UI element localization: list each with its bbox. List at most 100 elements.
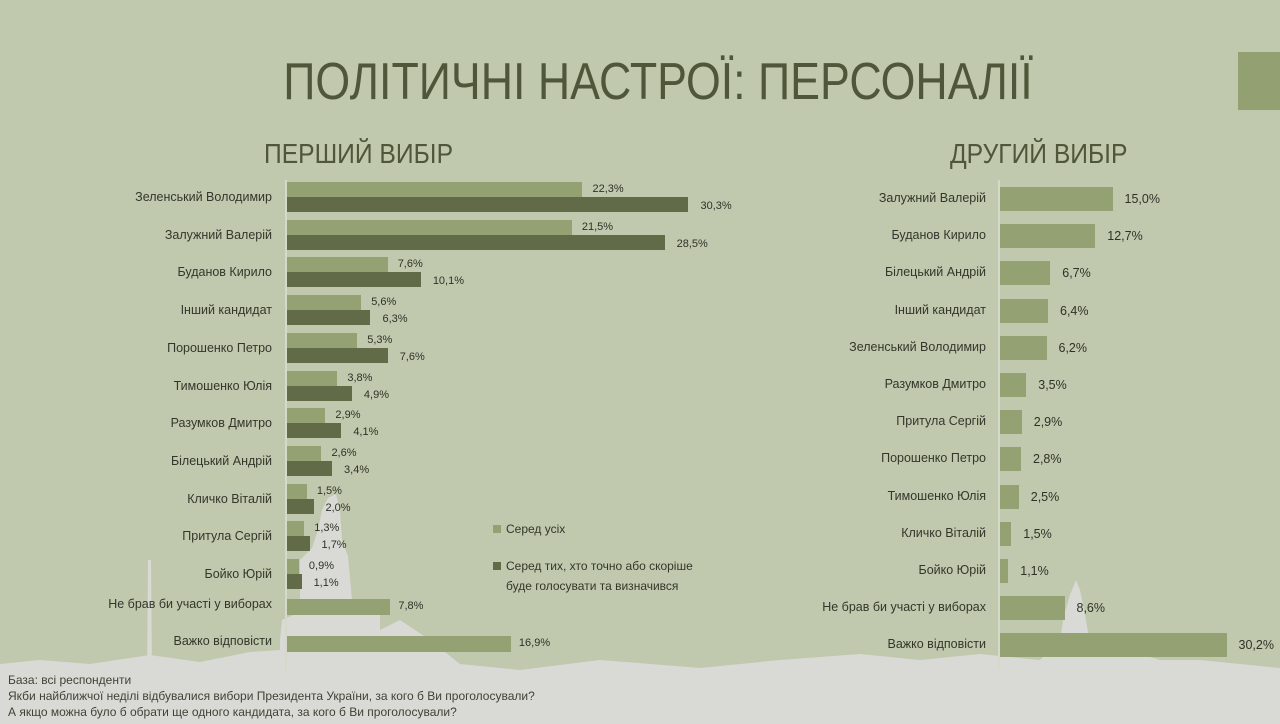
category-label: Не брав би участі у виборах bbox=[822, 600, 986, 615]
value-label-decided: 28,5% bbox=[676, 237, 708, 250]
bar-all bbox=[287, 521, 305, 537]
bar-all bbox=[287, 483, 307, 499]
second-choice-subtitle: ДРУГИЙ ВИБІР bbox=[950, 138, 1128, 169]
bar-all bbox=[287, 445, 322, 461]
bar-decided bbox=[287, 347, 388, 363]
category-label: Тимошенко Юлія bbox=[173, 378, 272, 393]
bar-value bbox=[1000, 596, 1065, 621]
bar-value bbox=[1000, 410, 1022, 435]
value-label: 2,9% bbox=[1033, 415, 1063, 430]
value-label-decided: 4,1% bbox=[353, 426, 379, 439]
value-label: 1,1% bbox=[1020, 564, 1049, 578]
bar-value bbox=[1000, 373, 1027, 397]
bar-value bbox=[1000, 335, 1047, 360]
category-label: Разумков Дмитро bbox=[170, 416, 272, 431]
category-label: Залужний Валерій bbox=[164, 227, 272, 242]
first-choice-chart: Зеленський Володимир 22,3% 30,3% Залужний В… bbox=[108, 180, 732, 670]
category-label: Порошенко Петро bbox=[881, 451, 986, 466]
category-label: Бойко Юрій bbox=[204, 567, 272, 581]
category-label: Бойко Юрій bbox=[918, 563, 986, 577]
legend-label-all: Серед усіх bbox=[506, 522, 566, 536]
value-label: 2,8% bbox=[1033, 452, 1062, 467]
bar-value bbox=[1000, 633, 1227, 658]
bar-all bbox=[287, 257, 388, 273]
bar-all bbox=[287, 370, 338, 386]
page-title: ПОЛІТИЧНІ НАСТРОЇ: ПЕРСОНАЛІЇ bbox=[283, 53, 1033, 111]
value-label-all: 16,9% bbox=[518, 637, 551, 650]
category-label: Білецький Андрій bbox=[170, 453, 272, 468]
category-label: Разумков Дмитро bbox=[884, 377, 986, 391]
bar-decided bbox=[287, 498, 314, 514]
notes: База: всі респонденти Якби найближчої не… bbox=[8, 672, 535, 720]
value-label-decided: 1,1% bbox=[313, 577, 339, 589]
second-choice-chart: Залужний Валерій 15,0% Буданов Кирило 12,7%… bbox=[822, 180, 1274, 670]
bar-decided bbox=[287, 574, 302, 589]
category-label: Буданов Кирило bbox=[891, 228, 986, 243]
bar-all bbox=[287, 559, 299, 574]
notes-question2: А якщо можна було б обрати ще одного кан… bbox=[8, 705, 457, 719]
bar-value bbox=[1000, 261, 1051, 286]
corner-decoration bbox=[1238, 52, 1280, 110]
bar-decided bbox=[287, 272, 421, 288]
category-label: Притула Сергій bbox=[896, 414, 986, 429]
bar-decided bbox=[287, 310, 371, 326]
category-label: Зеленський Володимир bbox=[849, 339, 986, 354]
category-label: Важко відповісти bbox=[173, 634, 273, 649]
bar-value bbox=[1000, 447, 1021, 472]
bar-all bbox=[287, 408, 326, 424]
value-label-decided: 4,9% bbox=[363, 388, 389, 401]
bar-all bbox=[287, 636, 511, 653]
bar-value bbox=[1000, 187, 1113, 211]
category-label: Притула Сергій bbox=[182, 529, 272, 544]
category-label: Тимошенко Юлія bbox=[887, 488, 986, 503]
value-label: 15,0% bbox=[1124, 192, 1160, 206]
legend-label-decided-line2: буде голосувати та визначився bbox=[506, 579, 679, 593]
value-label-all: 7,8% bbox=[398, 599, 424, 612]
value-label: 2,5% bbox=[1030, 489, 1060, 504]
value-label-all: 0,9% bbox=[308, 560, 334, 572]
value-label-all: 5,3% bbox=[367, 333, 393, 346]
value-label-all: 3,8% bbox=[347, 371, 373, 384]
value-label: 6,4% bbox=[1060, 303, 1089, 318]
notes-question1: Якби найближчої неділі відбувалися вибор… bbox=[8, 689, 535, 703]
value-label: 3,5% bbox=[1038, 378, 1067, 392]
bar-decided bbox=[287, 385, 352, 401]
value-label: 1,5% bbox=[1023, 526, 1052, 541]
bar-value bbox=[1000, 224, 1096, 249]
category-label: Білецький Андрій bbox=[884, 265, 986, 280]
value-label: 30,2% bbox=[1238, 638, 1274, 653]
first-choice-subtitle: ПЕРШИЙ ВИБІР bbox=[264, 138, 454, 169]
bar-decided bbox=[287, 197, 689, 212]
bar-value bbox=[1000, 521, 1012, 546]
bar-all bbox=[287, 295, 362, 311]
category-label: Важко відповісти bbox=[887, 637, 987, 652]
category-label: Кличко Віталій bbox=[901, 525, 986, 540]
legend-swatch-decided bbox=[493, 562, 501, 570]
second-choice-axis bbox=[998, 180, 1000, 670]
value-label-all: 1,3% bbox=[314, 522, 340, 535]
value-label-decided: 7,6% bbox=[399, 350, 425, 363]
category-label: Кличко Віталій bbox=[187, 491, 272, 506]
category-label: Зеленський Володимир bbox=[135, 190, 272, 204]
value-label-decided: 3,4% bbox=[344, 463, 370, 476]
value-label-all: 7,6% bbox=[397, 258, 423, 271]
value-label-all: 5,6% bbox=[371, 296, 397, 309]
bar-all bbox=[287, 219, 572, 235]
value-label-all: 2,6% bbox=[331, 446, 357, 459]
legend-swatch-all bbox=[493, 525, 501, 533]
category-label: Інший кандидат bbox=[894, 302, 986, 317]
bar-all bbox=[287, 182, 583, 197]
category-label: Інший кандидат bbox=[180, 303, 272, 318]
value-label-all: 1,5% bbox=[316, 484, 342, 497]
first-choice-axis bbox=[285, 180, 287, 670]
bar-all bbox=[287, 332, 358, 348]
value-label-decided: 2,0% bbox=[325, 501, 351, 514]
value-label-all: 22,3% bbox=[592, 183, 624, 195]
value-label-decided: 30,3% bbox=[700, 200, 732, 212]
category-label: Буданов Кирило bbox=[177, 265, 272, 280]
bar-value bbox=[1000, 484, 1019, 509]
value-label: 6,7% bbox=[1062, 266, 1091, 281]
bar-decided bbox=[287, 423, 342, 439]
value-label-decided: 6,3% bbox=[382, 313, 408, 326]
